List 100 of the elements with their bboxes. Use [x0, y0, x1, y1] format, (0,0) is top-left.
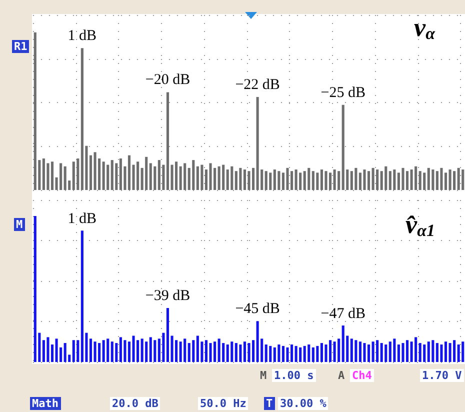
bar — [380, 343, 383, 362]
text: Ch4 — [350, 369, 374, 382]
bar — [264, 171, 268, 190]
bar — [350, 171, 353, 190]
bar — [132, 336, 135, 362]
bar — [239, 168, 242, 190]
bar — [328, 172, 332, 190]
bar — [333, 342, 336, 362]
bar — [333, 170, 336, 190]
bar — [316, 346, 319, 362]
bar — [184, 338, 186, 362]
bar — [76, 340, 80, 362]
bar — [226, 344, 229, 362]
text: A — [337, 369, 346, 382]
bar — [102, 340, 105, 362]
bar — [278, 171, 280, 190]
text: M — [259, 369, 268, 382]
bar — [119, 158, 122, 190]
bar — [418, 343, 422, 362]
bar — [252, 340, 255, 362]
annotation: 1 dB — [68, 210, 97, 228]
bar — [324, 171, 328, 190]
bar — [410, 170, 413, 190]
bar — [384, 166, 388, 190]
bar — [432, 170, 434, 190]
bar — [106, 164, 110, 190]
bar — [72, 340, 75, 362]
bar — [252, 168, 255, 190]
bar — [312, 171, 314, 190]
bar — [423, 172, 426, 190]
bar — [440, 344, 443, 362]
bar — [316, 172, 319, 190]
annotation: −39 dB — [145, 288, 190, 305]
bar — [34, 216, 36, 362]
bar — [294, 346, 298, 362]
bar — [94, 152, 96, 190]
text: 1.00 s — [272, 369, 316, 382]
bar — [80, 230, 84, 362]
bar — [72, 162, 75, 190]
bar — [444, 342, 448, 362]
bar — [388, 342, 392, 362]
bar — [354, 340, 358, 362]
bar — [55, 338, 58, 362]
bar — [192, 340, 195, 362]
text: 20.0 dB — [110, 397, 160, 410]
bar — [234, 343, 238, 362]
bar — [388, 171, 392, 190]
bar — [457, 168, 460, 190]
bar — [338, 338, 340, 362]
annotation: −25 dB — [320, 84, 366, 102]
bar — [308, 168, 310, 190]
bar — [34, 32, 36, 190]
bar — [166, 92, 170, 190]
bar — [363, 343, 366, 362]
bar — [256, 321, 259, 362]
bar — [80, 48, 84, 190]
bar — [414, 166, 418, 190]
bar — [76, 158, 80, 190]
bar — [256, 96, 259, 190]
bar — [402, 343, 404, 362]
bar — [278, 344, 280, 362]
bar — [286, 347, 289, 362]
bar — [376, 170, 379, 190]
bar — [350, 338, 353, 362]
text: M — [14, 218, 25, 231]
bar — [154, 340, 156, 362]
bar — [119, 337, 122, 362]
bar — [89, 338, 92, 362]
bar — [145, 342, 148, 362]
bar — [294, 170, 298, 190]
annotation: −20 dB — [145, 72, 190, 90]
bar — [179, 342, 182, 362]
bar — [414, 337, 418, 362]
bar — [299, 172, 302, 190]
bar — [209, 163, 212, 190]
bar — [124, 340, 126, 362]
bar — [209, 343, 212, 362]
bar — [303, 171, 306, 190]
bar — [110, 160, 114, 190]
bar — [312, 347, 314, 362]
bar — [230, 166, 234, 190]
bar — [462, 170, 464, 190]
bar — [393, 338, 396, 362]
bar — [462, 342, 464, 362]
bar — [372, 168, 374, 190]
bar — [226, 170, 229, 190]
bar — [342, 326, 344, 362]
text: Math — [30, 397, 60, 410]
bar — [145, 156, 148, 190]
bar — [418, 171, 422, 190]
bar — [393, 170, 396, 190]
bar — [324, 344, 328, 362]
bar — [188, 343, 190, 362]
bar — [102, 162, 105, 190]
bar — [64, 343, 66, 362]
text: 1.70 V — [420, 369, 464, 382]
bar — [367, 344, 370, 362]
bar — [218, 166, 220, 190]
bar — [406, 171, 409, 190]
annotation: −47 dB — [320, 306, 366, 322]
